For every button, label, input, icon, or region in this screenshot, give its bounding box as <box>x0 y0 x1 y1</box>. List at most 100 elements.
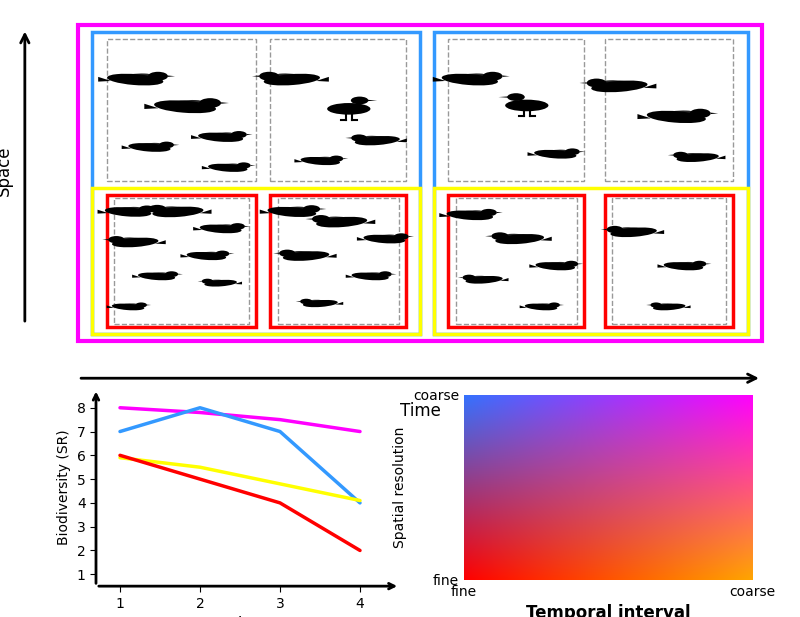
Ellipse shape <box>215 251 230 257</box>
Ellipse shape <box>198 133 243 142</box>
Ellipse shape <box>312 215 330 223</box>
Bar <box>93 188 420 334</box>
Bar <box>106 39 256 181</box>
Polygon shape <box>250 165 256 166</box>
Ellipse shape <box>283 251 330 261</box>
Ellipse shape <box>200 225 242 233</box>
Ellipse shape <box>108 236 125 243</box>
Polygon shape <box>638 114 651 119</box>
Ellipse shape <box>279 250 295 257</box>
Polygon shape <box>458 277 462 278</box>
Polygon shape <box>98 210 108 213</box>
Ellipse shape <box>163 206 198 214</box>
Ellipse shape <box>540 262 567 268</box>
Polygon shape <box>683 305 690 308</box>
Bar <box>434 188 747 334</box>
Ellipse shape <box>138 205 155 213</box>
Ellipse shape <box>677 153 718 162</box>
Ellipse shape <box>363 234 406 244</box>
Bar <box>449 195 584 328</box>
Polygon shape <box>497 212 502 213</box>
Ellipse shape <box>586 78 606 88</box>
Ellipse shape <box>112 238 158 247</box>
Ellipse shape <box>199 98 221 108</box>
Ellipse shape <box>507 93 525 101</box>
Polygon shape <box>397 138 407 143</box>
Polygon shape <box>191 135 202 139</box>
Ellipse shape <box>355 272 381 278</box>
Polygon shape <box>326 254 337 258</box>
Polygon shape <box>357 237 366 241</box>
Ellipse shape <box>264 74 320 85</box>
Ellipse shape <box>351 135 367 141</box>
Polygon shape <box>527 152 537 155</box>
Ellipse shape <box>664 262 703 270</box>
Polygon shape <box>439 213 450 217</box>
Ellipse shape <box>686 153 714 159</box>
Bar <box>270 195 406 328</box>
Bar <box>114 199 249 324</box>
Polygon shape <box>364 220 375 224</box>
Ellipse shape <box>237 162 250 168</box>
Ellipse shape <box>316 217 367 228</box>
Polygon shape <box>320 209 326 210</box>
Polygon shape <box>155 209 161 210</box>
Polygon shape <box>193 227 202 230</box>
Ellipse shape <box>208 164 247 172</box>
Ellipse shape <box>105 207 151 217</box>
Polygon shape <box>168 75 175 77</box>
Ellipse shape <box>481 209 497 216</box>
Ellipse shape <box>653 110 694 119</box>
Polygon shape <box>392 274 397 275</box>
Ellipse shape <box>203 133 234 139</box>
Ellipse shape <box>205 280 237 286</box>
Y-axis label: Biodiversity (SR): Biodiversity (SR) <box>57 429 71 545</box>
Ellipse shape <box>693 261 706 267</box>
Ellipse shape <box>303 300 338 307</box>
Polygon shape <box>230 253 234 254</box>
Ellipse shape <box>191 252 218 257</box>
Bar <box>605 195 734 328</box>
Ellipse shape <box>473 276 498 281</box>
Polygon shape <box>601 229 606 230</box>
Polygon shape <box>658 264 666 268</box>
Ellipse shape <box>186 252 226 260</box>
Ellipse shape <box>330 155 343 162</box>
Ellipse shape <box>352 273 389 280</box>
Ellipse shape <box>673 152 688 159</box>
Polygon shape <box>260 210 271 213</box>
Polygon shape <box>247 134 253 135</box>
Polygon shape <box>343 158 348 159</box>
Bar <box>605 39 734 181</box>
Ellipse shape <box>327 103 370 115</box>
Polygon shape <box>579 82 586 84</box>
Ellipse shape <box>267 207 316 217</box>
Ellipse shape <box>364 136 395 143</box>
Ellipse shape <box>610 228 657 237</box>
Bar <box>434 32 747 334</box>
Polygon shape <box>530 264 538 268</box>
Ellipse shape <box>115 304 138 308</box>
Polygon shape <box>98 77 111 81</box>
Ellipse shape <box>351 97 369 104</box>
Ellipse shape <box>505 100 549 111</box>
Polygon shape <box>316 77 329 81</box>
Ellipse shape <box>394 233 409 240</box>
Polygon shape <box>155 240 166 244</box>
Ellipse shape <box>273 207 306 213</box>
Polygon shape <box>234 281 242 284</box>
Bar <box>270 39 406 181</box>
Bar <box>106 195 256 328</box>
Ellipse shape <box>300 299 312 304</box>
Ellipse shape <box>646 111 706 123</box>
Ellipse shape <box>446 210 493 220</box>
Polygon shape <box>485 236 491 237</box>
Ellipse shape <box>660 304 682 308</box>
Ellipse shape <box>603 80 642 88</box>
Ellipse shape <box>113 73 152 81</box>
Polygon shape <box>174 144 179 146</box>
Polygon shape <box>409 236 414 237</box>
Polygon shape <box>580 151 585 152</box>
Ellipse shape <box>462 275 476 281</box>
Polygon shape <box>433 77 446 81</box>
